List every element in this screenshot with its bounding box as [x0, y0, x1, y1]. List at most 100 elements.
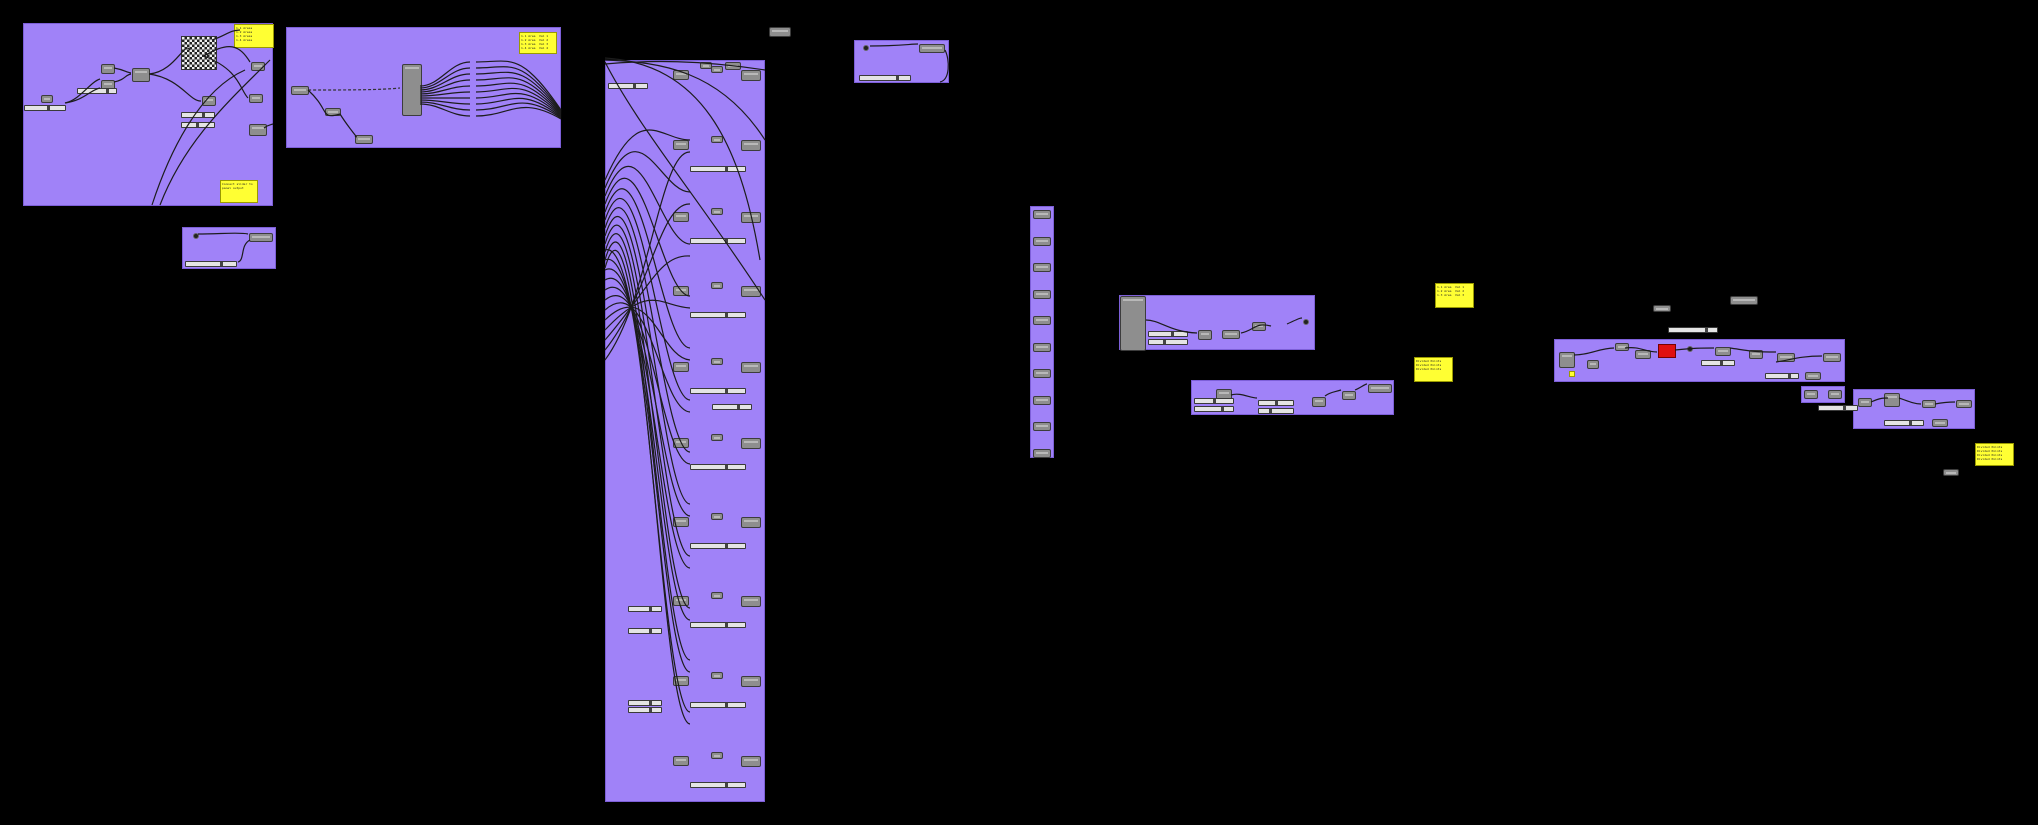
component-node[interactable] [711, 752, 723, 759]
note-panel[interactable]: Divided Points Divided Points Divided Po… [1414, 357, 1453, 382]
number-slider[interactable] [690, 702, 746, 708]
number-slider[interactable] [24, 105, 66, 111]
boolean-toggle-icon[interactable] [193, 233, 199, 239]
number-slider[interactable] [628, 628, 662, 634]
component-node[interactable] [673, 212, 689, 222]
number-slider[interactable] [1194, 406, 1234, 412]
component-node[interactable] [700, 62, 712, 69]
component-node[interactable] [673, 517, 689, 527]
component-node[interactable] [711, 208, 723, 215]
component-node[interactable] [1615, 343, 1629, 351]
component-node[interactable] [711, 592, 723, 599]
component-node[interactable] [741, 676, 761, 687]
component-group-11[interactable] [1853, 389, 1975, 429]
number-slider[interactable] [690, 238, 746, 244]
note-panel[interactable]: Connect slider to panel output [220, 180, 258, 203]
component-node[interactable] [673, 756, 689, 766]
number-slider[interactable] [859, 75, 911, 81]
component-node[interactable] [249, 94, 263, 103]
number-slider[interactable] [1194, 398, 1234, 404]
component-node[interactable] [673, 362, 689, 372]
component-node[interactable] [1823, 353, 1841, 362]
component-node[interactable] [251, 62, 265, 71]
number-slider[interactable] [690, 312, 746, 318]
component-node[interactable] [1943, 469, 1959, 476]
number-slider[interactable] [1148, 331, 1188, 337]
number-slider[interactable] [690, 464, 746, 470]
component-group-9[interactable] [1554, 339, 1845, 382]
component-node[interactable] [1033, 289, 1051, 299]
component-group-8[interactable] [1191, 380, 1394, 415]
component-node[interactable] [1653, 305, 1671, 312]
component-node[interactable] [673, 676, 689, 686]
component-node[interactable] [1804, 390, 1818, 399]
number-slider[interactable] [712, 404, 752, 410]
number-slider[interactable] [608, 83, 648, 89]
component-node[interactable] [673, 140, 689, 150]
component-node[interactable] [202, 96, 216, 106]
component-node[interactable] [711, 672, 723, 679]
number-slider[interactable] [1668, 327, 1718, 333]
note-panel[interactable]: Divided Points Divided Points Divided Po… [1975, 443, 2014, 466]
number-slider[interactable] [628, 606, 662, 612]
component-node[interactable] [1559, 352, 1575, 368]
number-slider[interactable] [628, 707, 662, 713]
component-node[interactable] [741, 212, 761, 223]
number-slider[interactable] [690, 543, 746, 549]
component-node[interactable] [1033, 422, 1051, 431]
component-group-6[interactable] [1030, 206, 1054, 458]
number-slider[interactable] [1701, 360, 1735, 366]
component-node[interactable] [249, 233, 273, 242]
component-node[interactable] [1777, 353, 1795, 362]
component-node[interactable] [101, 64, 115, 74]
component-node[interactable] [673, 596, 689, 606]
component-node[interactable] [1033, 236, 1051, 246]
component-node[interactable] [673, 438, 689, 448]
component-node[interactable] [1033, 316, 1051, 325]
component-node[interactable] [769, 27, 791, 37]
number-slider[interactable] [1148, 339, 1188, 345]
component-node[interactable] [711, 66, 723, 73]
number-slider[interactable] [181, 112, 215, 118]
component-node[interactable] [1033, 395, 1051, 405]
component-node[interactable] [711, 358, 723, 365]
component-node[interactable] [1342, 391, 1356, 400]
component-node[interactable] [1805, 372, 1821, 380]
component-node[interactable] [711, 434, 723, 441]
component-node[interactable] [1956, 400, 1972, 408]
component-node[interactable] [741, 70, 761, 81]
boolean-toggle-icon[interactable] [1687, 346, 1693, 352]
number-slider[interactable] [181, 122, 215, 128]
component-node[interactable] [741, 756, 761, 767]
note-panel[interactable] [1569, 371, 1575, 377]
boolean-toggle-icon[interactable] [1303, 319, 1309, 325]
component-node[interactable] [1587, 360, 1599, 369]
number-slider[interactable] [185, 261, 237, 267]
component-node[interactable] [711, 513, 723, 520]
component-group-3[interactable]: 1.1 Area Val 1 1.2 Area Val 2 1.3 Area V… [286, 27, 561, 148]
number-slider[interactable] [1765, 373, 1799, 379]
component-group-5[interactable] [854, 40, 949, 83]
component-node[interactable] [711, 136, 723, 143]
component-node[interactable] [1312, 397, 1326, 407]
component-node[interactable] [741, 596, 761, 607]
component-node[interactable] [1252, 322, 1266, 331]
component-node[interactable] [1033, 342, 1051, 352]
component-node[interactable] [1884, 393, 1900, 407]
component-node[interactable] [1932, 419, 1948, 427]
component-node[interactable] [711, 282, 723, 289]
component-group-7[interactable] [1119, 295, 1315, 351]
component-node[interactable] [132, 68, 150, 82]
component-node[interactable] [1858, 398, 1872, 407]
component-node[interactable] [1222, 330, 1240, 339]
component-node[interactable] [741, 286, 761, 297]
number-slider[interactable] [77, 88, 117, 94]
component-node[interactable] [919, 44, 945, 53]
note-panel[interactable]: 1.1 Areas 1.2 Areas 1.3 Areas 1.4 Areas [234, 24, 274, 48]
component-node[interactable] [1033, 263, 1051, 272]
component-node[interactable] [41, 95, 53, 103]
number-slider[interactable] [628, 700, 662, 706]
list-item-node[interactable] [1120, 296, 1146, 351]
component-node[interactable] [1033, 369, 1051, 378]
